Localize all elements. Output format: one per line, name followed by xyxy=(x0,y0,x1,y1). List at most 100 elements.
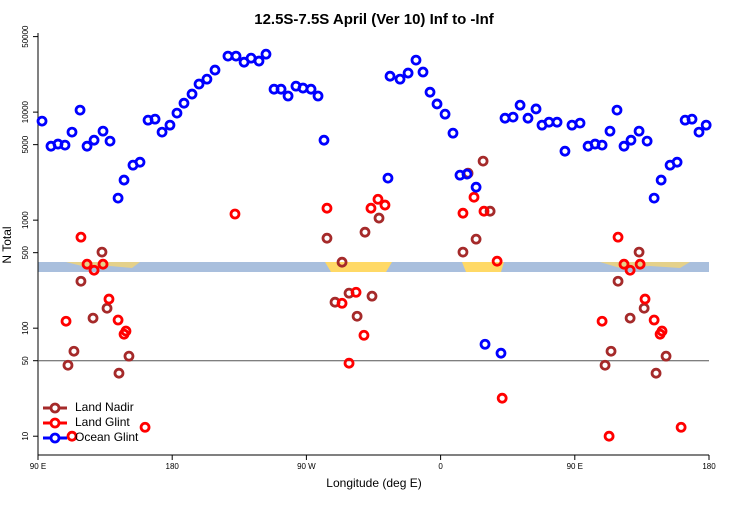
point xyxy=(650,367,662,379)
point xyxy=(470,233,482,245)
point xyxy=(350,286,362,298)
point xyxy=(88,264,100,276)
y-tick-label: 5000 xyxy=(21,135,30,153)
point xyxy=(123,350,135,362)
point xyxy=(507,111,519,123)
point xyxy=(156,126,168,138)
point xyxy=(648,314,660,326)
point xyxy=(384,70,396,82)
point xyxy=(201,73,213,85)
point xyxy=(66,126,78,138)
point xyxy=(75,275,87,287)
point xyxy=(62,359,74,371)
point xyxy=(634,258,646,270)
point xyxy=(604,125,616,137)
land-patch xyxy=(462,262,504,272)
point xyxy=(336,256,348,268)
point xyxy=(402,67,414,79)
point xyxy=(305,83,317,95)
y-axis-label: N Total xyxy=(0,226,14,263)
point xyxy=(253,55,265,67)
point xyxy=(447,127,459,139)
point xyxy=(178,97,190,109)
point xyxy=(457,246,469,258)
point xyxy=(603,430,615,442)
point xyxy=(496,392,508,404)
point xyxy=(574,117,586,129)
point xyxy=(81,258,93,270)
y-tick-label: 50 xyxy=(21,356,30,365)
point xyxy=(358,329,370,341)
point xyxy=(382,172,394,184)
point xyxy=(75,231,87,243)
point xyxy=(671,156,683,168)
point xyxy=(479,338,491,350)
point xyxy=(625,134,637,146)
legend-label: Land Glint xyxy=(75,415,130,429)
point xyxy=(36,115,48,127)
point xyxy=(410,54,422,66)
point xyxy=(686,113,698,125)
point xyxy=(312,90,324,102)
x-tick-label: 0 xyxy=(438,462,443,471)
point xyxy=(118,174,130,186)
point xyxy=(484,205,496,217)
point xyxy=(74,104,86,116)
point xyxy=(164,119,176,131)
y-tick-label: 1000 xyxy=(21,211,30,229)
point xyxy=(209,64,221,76)
point xyxy=(68,345,80,357)
x-tick-label: 180 xyxy=(166,462,180,471)
legend-label: Land Nadir xyxy=(75,400,134,414)
legend-marker xyxy=(49,432,61,444)
point xyxy=(149,113,161,125)
x-axis-label: Longitude (deg E) xyxy=(326,476,421,490)
point xyxy=(88,134,100,146)
point xyxy=(66,430,78,442)
point xyxy=(559,145,571,157)
point xyxy=(318,134,330,146)
point xyxy=(491,255,503,267)
point xyxy=(120,325,132,337)
point xyxy=(693,126,705,138)
point xyxy=(439,108,451,120)
point xyxy=(612,275,624,287)
point xyxy=(596,139,608,151)
legend-label: Ocean Glint xyxy=(75,430,139,444)
legend-marker xyxy=(49,417,61,429)
point xyxy=(134,156,146,168)
y-tick-label: 100 xyxy=(21,321,30,335)
point xyxy=(171,107,183,119)
point xyxy=(660,350,672,362)
x-tick-label: 180 xyxy=(702,462,716,471)
point xyxy=(648,192,660,204)
point xyxy=(495,347,507,359)
point xyxy=(229,208,241,220)
point xyxy=(457,207,469,219)
point xyxy=(394,73,406,85)
point xyxy=(112,314,124,326)
point xyxy=(461,168,473,180)
point xyxy=(336,297,348,309)
y-tick-label: 10 xyxy=(21,431,30,440)
point xyxy=(675,421,687,433)
x-tick-label: 90 E xyxy=(567,462,583,471)
point xyxy=(633,125,645,137)
point xyxy=(366,290,378,302)
point xyxy=(618,258,630,270)
point xyxy=(97,125,109,137)
point xyxy=(351,310,363,322)
point xyxy=(81,140,93,152)
point xyxy=(424,86,436,98)
point xyxy=(97,258,109,270)
point xyxy=(359,226,371,238)
point xyxy=(618,140,630,152)
point xyxy=(655,174,667,186)
point xyxy=(260,48,272,60)
point xyxy=(139,421,151,433)
x-tick-label: 90 W xyxy=(297,462,316,471)
point xyxy=(478,205,490,217)
point xyxy=(101,302,113,314)
point xyxy=(522,112,534,124)
